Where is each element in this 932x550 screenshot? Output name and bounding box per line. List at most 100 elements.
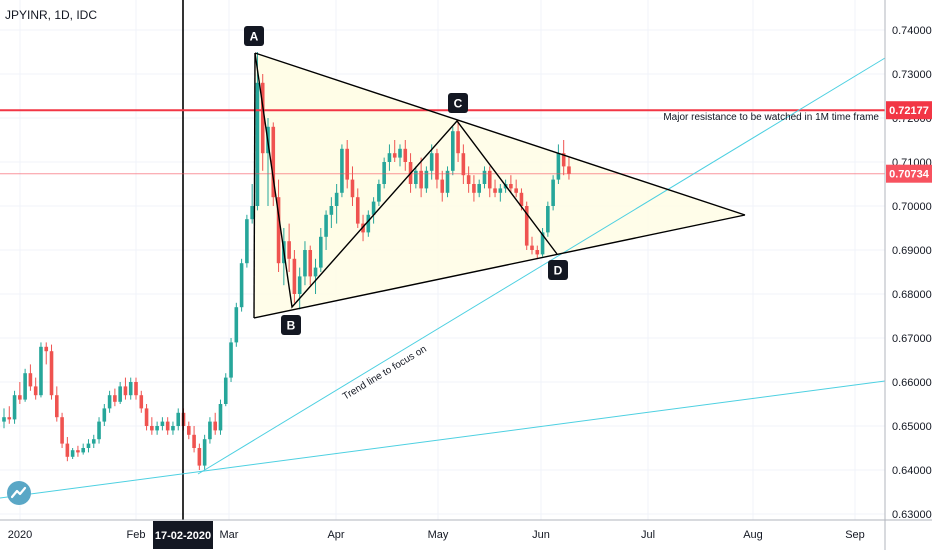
candle-body	[2, 417, 6, 422]
current-price-badge-bg	[886, 164, 932, 183]
candle-body	[493, 188, 497, 193]
candle-body	[234, 307, 239, 343]
candle-body	[255, 82, 260, 206]
candle-body	[33, 386, 38, 396]
candle-body	[12, 395, 17, 420]
candle-body	[81, 448, 85, 453]
candle-body	[371, 201, 376, 215]
candle-body	[377, 184, 381, 202]
candle-body	[445, 170, 450, 193]
x-tick-label: Jul	[641, 529, 655, 541]
candle-body	[334, 192, 339, 206]
candle-body	[128, 382, 133, 396]
chart-title: JPYINR, 1D, IDC	[5, 8, 98, 22]
candle-body	[345, 148, 349, 180]
candle-body	[461, 153, 466, 176]
y-tick-label: 0.67000	[892, 333, 932, 345]
candle-body	[118, 386, 122, 402]
candle-body	[287, 241, 291, 259]
candle-body	[546, 206, 550, 233]
candle-body	[387, 153, 392, 162]
candle-body	[28, 373, 33, 387]
candle-body	[451, 131, 455, 171]
triangle-left-line	[253, 52, 256, 319]
point-label-a: A	[244, 26, 264, 46]
x-tick-label: Sep	[845, 529, 865, 541]
point-label-box	[548, 260, 568, 280]
y-tick-label: 0.68000	[892, 289, 932, 301]
candle-body	[213, 421, 217, 431]
abcd-path	[254, 52, 558, 309]
candle-body	[218, 404, 223, 431]
candle-body	[113, 395, 117, 402]
x-tick-label: 2020	[8, 529, 32, 541]
y-tick-label: 0.64000	[892, 465, 932, 477]
candle-body	[440, 179, 445, 193]
candle-body	[382, 162, 386, 184]
point-label-text: B	[287, 319, 296, 333]
candle-body	[319, 236, 323, 268]
y-tick-label: 0.65000	[892, 421, 932, 433]
candle-body	[55, 395, 59, 418]
candle-body	[208, 421, 212, 440]
candle-body	[229, 342, 233, 378]
candle-body	[514, 188, 518, 193]
candle-body	[276, 197, 281, 264]
candles	[2, 52, 571, 470]
resistance-note: Major resistance to be watched in 1M tim…	[663, 112, 879, 123]
trend-lines	[0, 0, 886, 520]
trend-line-long	[0, 380, 886, 499]
trendline-note: Trend line to focus on	[341, 344, 429, 403]
candle-body	[91, 439, 96, 444]
candle-body	[65, 443, 70, 457]
candle-body	[487, 170, 492, 189]
candle-body	[424, 170, 429, 189]
candle-body	[76, 450, 80, 453]
candle-body	[313, 267, 318, 277]
candle-body	[509, 184, 513, 189]
candle-body	[361, 223, 365, 233]
point-label-text: C	[454, 97, 463, 111]
point-label-text: A	[250, 30, 259, 44]
crosshair-date-text: 17-02-2020	[155, 530, 211, 542]
candle-body	[567, 166, 571, 174]
candle-body	[86, 443, 91, 448]
point-label-box	[281, 315, 301, 335]
x-tick-label: Aug	[743, 529, 763, 541]
candle-body	[223, 377, 228, 404]
candle-body	[176, 412, 181, 426]
candle-body	[192, 434, 196, 448]
x-tick-label: May	[428, 529, 449, 541]
candle-body	[303, 250, 307, 277]
candle-body	[23, 373, 27, 400]
resistance-price-badge: 0.72177	[886, 101, 932, 120]
candle-body	[472, 184, 476, 193]
point-label-box	[244, 26, 264, 46]
crosshair-date-bg	[153, 521, 213, 549]
y-tick-label: 0.70000	[892, 201, 932, 213]
candle-body	[144, 408, 149, 426]
candle-body	[18, 395, 22, 400]
point-label-b: B	[281, 315, 301, 335]
candle-body	[160, 421, 165, 426]
point-label-text: D	[554, 264, 563, 278]
x-tick-label: Feb	[127, 529, 146, 541]
candle-body	[39, 346, 43, 396]
candle-body	[102, 408, 107, 422]
candle-body	[139, 395, 144, 409]
point-label-d: D	[548, 260, 568, 280]
triangle-upper-line	[254, 52, 746, 216]
candle-body	[340, 148, 344, 193]
candle-body	[70, 450, 75, 457]
candle-body	[456, 131, 460, 154]
point-label-box	[448, 93, 468, 113]
candle-body	[482, 170, 487, 184]
tradingview-logo-icon[interactable]	[6, 480, 32, 506]
candle-body	[297, 276, 302, 294]
candle-body	[477, 184, 481, 193]
candle-body	[239, 263, 244, 308]
candle-body	[155, 426, 159, 431]
candle-body	[324, 214, 328, 237]
point-label-c: C	[448, 93, 468, 113]
